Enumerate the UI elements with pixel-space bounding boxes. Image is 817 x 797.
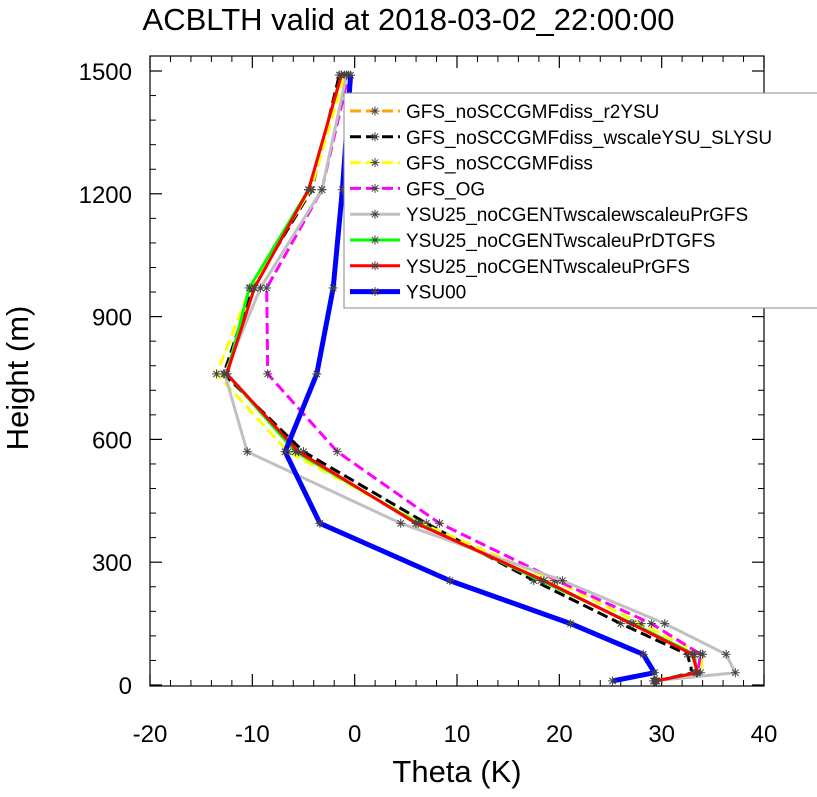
legend-label: GFS_noSCCGMFdiss: [406, 154, 593, 175]
axis-ticks: -20 -10 0 10 20 30 40 0 300 600 900 1200 1500: [79, 56, 778, 748]
data-point: [608, 676, 618, 686]
x-tick-label: 0: [348, 721, 361, 748]
data-point: [280, 447, 290, 457]
data-point: [332, 447, 342, 457]
legend-marker: [370, 158, 380, 168]
data-point: [256, 283, 266, 293]
data-point: [616, 619, 626, 629]
data-point: [687, 649, 697, 659]
data-point: [539, 576, 549, 586]
x-tick-label: -20: [133, 721, 168, 748]
y-axis-label: Height (m): [0, 305, 35, 451]
data-point: [650, 668, 660, 678]
data-point: [244, 283, 254, 293]
legend-label: GFS_noSCCGMFdiss_wscaleYSU_SLYSU: [406, 128, 772, 149]
legend-label: YSU00: [406, 283, 466, 304]
plot-border: [149, 55, 765, 687]
data-point: [721, 649, 731, 659]
legend-marker: [370, 106, 380, 116]
data-point: [346, 70, 356, 80]
legend: GFS_noSCCGMFdiss_r2YSU GFS_noSCCGMFdiss_w…: [343, 92, 817, 309]
legend-label: YSU25_noCGENTwscaleuPrGFS: [406, 257, 690, 278]
data-point: [730, 668, 740, 678]
data-point: [317, 185, 327, 195]
legend-marker: [370, 235, 380, 245]
data-point: [293, 447, 303, 457]
data-point: [652, 676, 662, 686]
x-tick-label: 20: [546, 721, 573, 748]
x-tick-label: -10: [235, 721, 270, 748]
plot-frame: [149, 55, 765, 687]
data-point: [328, 283, 338, 293]
y-tick-label: 900: [92, 305, 132, 332]
data-point: [396, 518, 406, 528]
x-axis-label: Theta (K): [392, 754, 522, 789]
data-point: [692, 668, 702, 678]
data-point: [445, 576, 455, 586]
legend-label: YSU25_noCGENTwscalewscaleuPrGFS: [406, 205, 748, 226]
data-point: [646, 619, 656, 629]
data-point: [660, 619, 670, 629]
series-lines: [212, 70, 740, 686]
data-point: [435, 518, 445, 528]
data-point: [411, 518, 421, 528]
x-tick-label: 40: [751, 721, 778, 748]
data-point: [263, 369, 273, 379]
data-point: [212, 369, 222, 379]
legend-marker: [370, 209, 380, 219]
chart-title: ACBLTH valid at 2018-03-02_22:00:00: [142, 2, 675, 37]
data-point: [304, 185, 314, 195]
legend-marker: [370, 261, 380, 271]
data-point: [222, 369, 232, 379]
x-tick-label: 30: [648, 721, 675, 748]
y-tick-label: 0: [119, 673, 132, 700]
legend-marker: [370, 132, 380, 142]
data-point: [638, 649, 648, 659]
data-point: [626, 619, 636, 629]
data-point: [242, 447, 252, 457]
legend-label: YSU25_noCGENTwscaleuPrDTGFS: [406, 231, 715, 252]
y-tick-label: 1200: [79, 182, 132, 209]
data-point: [336, 70, 346, 80]
y-tick-label: 1500: [79, 59, 132, 86]
data-point: [315, 518, 325, 528]
data-point: [557, 576, 567, 586]
legend-label: GFS_noSCCGMFdiss_r2YSU: [406, 102, 659, 123]
legend-marker: [370, 287, 380, 297]
y-tick-label: 600: [92, 427, 132, 454]
legend-box: [343, 92, 817, 309]
x-tick-label: 10: [444, 721, 471, 748]
y-tick-label: 300: [92, 550, 132, 577]
data-point: [312, 369, 322, 379]
data-point: [249, 283, 259, 293]
legend-label: GFS_OG: [406, 179, 485, 200]
legend-marker: [370, 183, 380, 193]
data-point: [566, 619, 576, 629]
